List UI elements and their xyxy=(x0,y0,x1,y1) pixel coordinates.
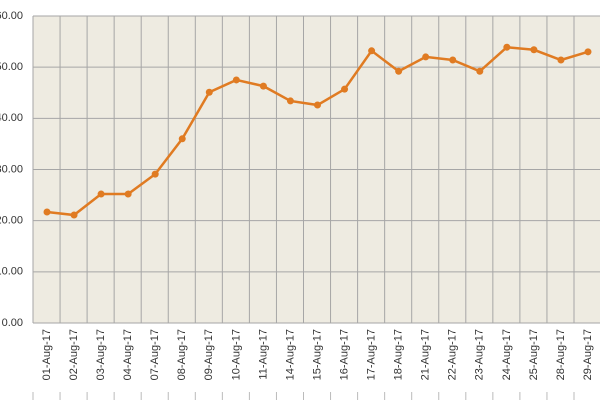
x-tick-label: 14-Aug-17 xyxy=(284,329,296,380)
point xyxy=(557,56,565,64)
x-tick-label: 03-Aug-17 xyxy=(95,329,107,380)
x-tick-label: 02-Aug-17 xyxy=(68,329,80,380)
y-tick-label: 50.00 xyxy=(0,61,23,73)
point xyxy=(43,208,51,216)
x-tick-label: 11-Aug-17 xyxy=(257,329,269,380)
point xyxy=(286,97,294,105)
point xyxy=(503,43,511,51)
y-tick-label: 0.00 xyxy=(2,317,23,329)
point xyxy=(530,46,538,54)
x-tick-label: 25-Aug-17 xyxy=(528,329,540,380)
x-tick-label: 23-Aug-17 xyxy=(474,329,486,380)
point xyxy=(178,135,186,143)
x-tick-label: 10-Aug-17 xyxy=(230,329,242,380)
x-tick-label: 18-Aug-17 xyxy=(393,329,405,380)
x-tick-label: 17-Aug-17 xyxy=(366,329,378,380)
x-tick-label: 29-Aug-17 xyxy=(582,329,594,380)
x-tick-label: 09-Aug-17 xyxy=(203,329,215,380)
point xyxy=(368,47,376,55)
point xyxy=(97,190,105,198)
y-tick-label: 20.00 xyxy=(0,215,23,227)
point xyxy=(476,67,484,75)
point xyxy=(259,82,267,90)
x-tick-label: 15-Aug-17 xyxy=(311,329,323,380)
point xyxy=(449,56,457,64)
point xyxy=(151,170,159,178)
point xyxy=(232,76,240,84)
x-tick-label: 08-Aug-17 xyxy=(176,329,188,380)
x-tick-label: 21-Aug-17 xyxy=(420,329,432,380)
x-tick-label: 04-Aug-17 xyxy=(122,329,134,380)
y-tick-label: 30.00 xyxy=(0,163,23,175)
x-tick-label: 28-Aug-17 xyxy=(555,329,567,380)
x-tick-label: 16-Aug-17 xyxy=(338,329,350,380)
point xyxy=(70,211,78,219)
y-tick-label: 40.00 xyxy=(0,112,23,124)
y-tick-label: 60.00 xyxy=(0,10,23,22)
x-tick-label: 07-Aug-17 xyxy=(149,329,161,380)
x-tick-label: 22-Aug-17 xyxy=(447,329,459,380)
point xyxy=(314,101,321,109)
point xyxy=(422,53,430,61)
x-tick-label: 01-Aug-17 xyxy=(41,329,53,380)
y-tick-label: 10.00 xyxy=(0,266,23,278)
point xyxy=(341,85,349,93)
point xyxy=(124,190,132,198)
point xyxy=(205,88,213,96)
point xyxy=(584,48,592,56)
x-tick-label: 24-Aug-17 xyxy=(501,329,513,380)
point xyxy=(395,67,403,75)
